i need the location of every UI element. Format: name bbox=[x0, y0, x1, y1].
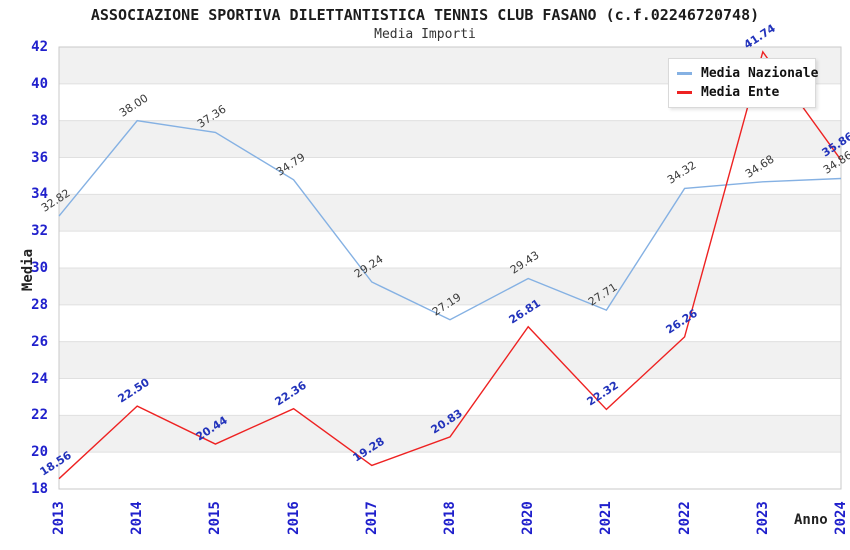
series-line-media-ente bbox=[58, 50, 842, 480]
x-tick-label: 2024 bbox=[833, 501, 849, 535]
y-tick-label: 40 bbox=[31, 75, 48, 92]
plot-band bbox=[59, 268, 841, 305]
x-tick-label: 2023 bbox=[754, 501, 771, 535]
legend: Media Nazionale Media Ente bbox=[668, 58, 818, 108]
x-axis-title: Anno bbox=[794, 512, 828, 528]
plot-band bbox=[59, 415, 841, 453]
x-tick-label: 2021 bbox=[598, 501, 615, 535]
y-tick-label: 26 bbox=[31, 333, 48, 350]
y-tick-label: 32 bbox=[31, 223, 48, 240]
plot-band bbox=[59, 194, 841, 232]
plot-band bbox=[59, 341, 841, 379]
legend-label: Media Nazionale bbox=[701, 66, 819, 81]
y-tick-label: 42 bbox=[31, 39, 48, 55]
y-tick-label: 36 bbox=[31, 149, 48, 166]
chart-title: ASSOCIAZIONE SPORTIVA DILETTANTISTICA TE… bbox=[90, 6, 760, 24]
x-tick-label: 2016 bbox=[285, 501, 302, 535]
x-tick-label: 2015 bbox=[207, 501, 224, 535]
plot-border bbox=[58, 46, 842, 490]
y-tick-label: 20 bbox=[31, 444, 48, 461]
legend-swatch-media-nazionale bbox=[677, 72, 692, 75]
y-tick-label: 34 bbox=[31, 186, 48, 203]
x-tick-label: 2020 bbox=[520, 501, 537, 535]
series-line-media-nazionale bbox=[58, 119, 842, 321]
legend-label: Media Ente bbox=[701, 85, 780, 100]
y-tick-label: 18 bbox=[31, 481, 48, 497]
x-tick-label: 2018 bbox=[442, 501, 458, 535]
y-tick-label: 22 bbox=[31, 407, 48, 424]
legend-item: Media Ente bbox=[677, 83, 809, 102]
x-tick-label: 2013 bbox=[51, 501, 67, 535]
legend-swatch-media-ente bbox=[677, 91, 692, 94]
y-tick-label: 30 bbox=[31, 260, 48, 276]
chart-subtitle: Media Importi bbox=[374, 27, 476, 42]
y-tick-label: 24 bbox=[31, 370, 48, 387]
x-tick-label: 2014 bbox=[129, 501, 146, 535]
x-tick-label: 2017 bbox=[363, 501, 380, 535]
y-tick-label: 38 bbox=[31, 112, 48, 129]
plot-band bbox=[59, 120, 841, 158]
y-tick-label: 28 bbox=[31, 296, 48, 313]
x-tick-label: 2022 bbox=[676, 501, 693, 535]
legend-item: Media Nazionale bbox=[677, 64, 818, 83]
